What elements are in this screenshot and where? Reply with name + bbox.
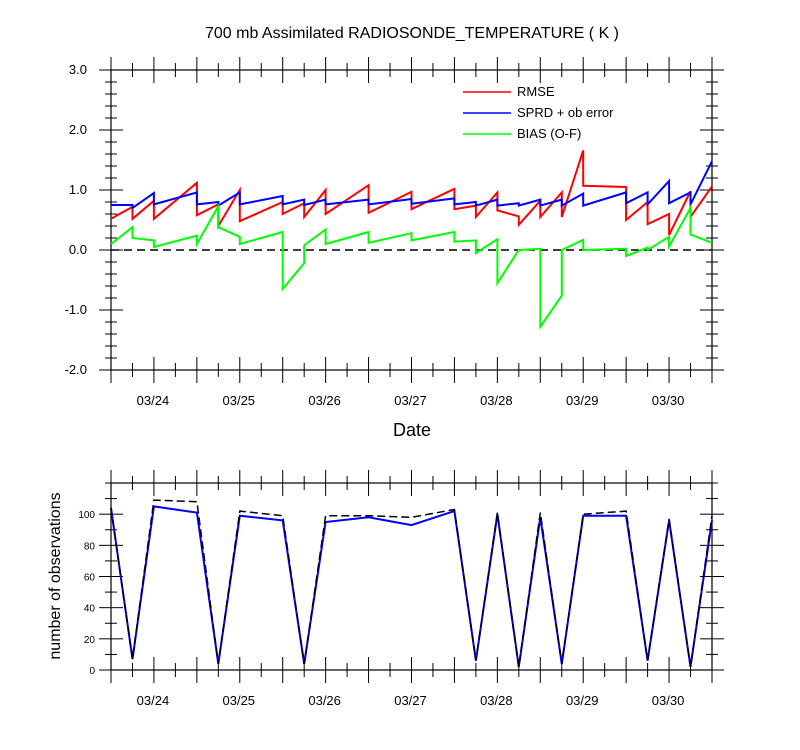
y-tick-label: 100: [78, 510, 95, 521]
x-tick-label: 03/30: [652, 393, 685, 408]
x-tick-label: 03/29: [566, 693, 599, 708]
x-tick-label: 03/24: [137, 693, 170, 708]
y-tick-label: 40: [84, 604, 96, 615]
x-tick-label: 03/27: [394, 393, 427, 408]
y-tick-label: 80: [84, 541, 96, 552]
plot-frame: [110, 69, 713, 371]
series-line-sprd-ob-error: [111, 160, 713, 210]
y-tick-label: -2.0: [65, 362, 87, 377]
series-line-possible: [110, 499, 713, 668]
y-tick-label: 0: [89, 666, 95, 677]
y-tick-label: 2.0: [69, 122, 87, 137]
bottom-chart-plot: 03/24 03/25 03/26 03/27 03/28 03/29 03/30 0 20 40…: [78, 470, 724, 708]
legend-label: RMSE: [517, 84, 555, 99]
y-tick-label: 20: [84, 635, 96, 646]
series-line-bias-o-f: [110, 202, 713, 331]
y-tick-label: 0.0: [69, 242, 87, 257]
x-tick-label: 03/24: [137, 393, 170, 408]
y-tick-label: 1.0: [69, 182, 87, 197]
x-tick-label: 03/29: [566, 393, 599, 408]
legend-label: SPRD + ob error: [517, 105, 614, 120]
y-tick-label: -1.0: [65, 302, 87, 317]
x-tick-label: 03/25: [223, 393, 256, 408]
x-tick-label: 03/27: [394, 693, 427, 708]
top-chart-plot: 03/24 03/25 03/26 03/27 03/28 03/29 03/30 3.0 2.…: [65, 57, 724, 408]
x-tick-label: 03/25: [223, 693, 256, 708]
y-tick-label: 60: [84, 573, 96, 584]
y-tick-label: 3.0: [69, 62, 87, 77]
x-tick-label: 03/30: [652, 693, 685, 708]
chart-title: 700 mb Assimilated RADIOSONDE_TEMPERATUR…: [205, 25, 619, 42]
x-tick-label: 03/28: [480, 693, 513, 708]
x-tick-label: 03/26: [308, 393, 341, 408]
legend-label: BIAS (O-F): [517, 126, 581, 141]
x-axis-label: Date: [393, 420, 431, 440]
x-tick-label: 03/26: [308, 693, 341, 708]
x-tick-label: 03/28: [480, 393, 513, 408]
y-axis-label-observations: number of observations: [47, 492, 64, 659]
